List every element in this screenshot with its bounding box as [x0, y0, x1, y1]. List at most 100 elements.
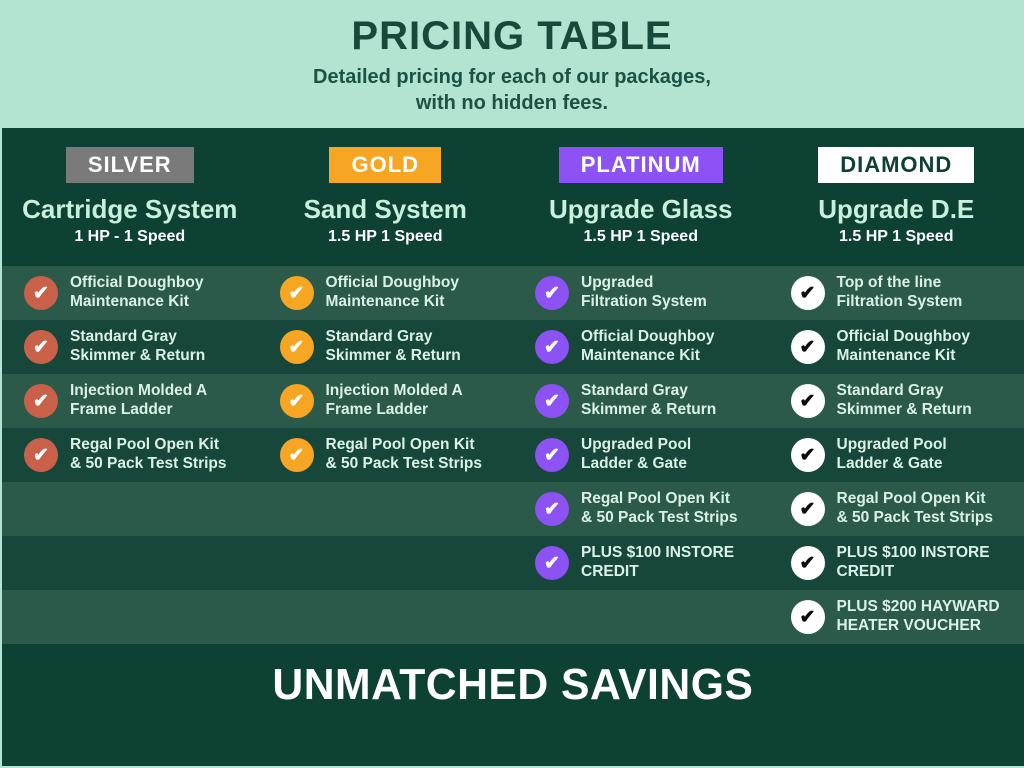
feature-label: PLUS $100 INSTORE CREDIT: [836, 544, 990, 580]
feature-cell-diamond: ✔ Upgraded Pool Ladder & Gate: [769, 428, 1024, 482]
feature-cell-silver-empty: [2, 590, 258, 644]
feature-cell-gold-empty: [258, 590, 514, 644]
tier-title: Upgrade D.E: [818, 194, 975, 225]
feature-cell-diamond: ✔ PLUS $200 HAYWARD HEATER VOUCHER: [769, 590, 1024, 644]
check-icon: ✔: [790, 384, 825, 418]
feature-label: PLUS $100 INSTORE CREDIT: [581, 544, 735, 580]
tier-subtitle: 1.5 HP 1 Speed: [583, 228, 698, 246]
feature-cell-gold-empty: [258, 482, 514, 536]
feature-label: Regal Pool Open Kit & 50 Pack Test Strip…: [836, 490, 994, 526]
feature-row: ✔ PLUS $100 INSTORE CREDIT ✔ PLUS $100 I…: [2, 536, 1024, 590]
feature-cell-platinum: ✔ Upgraded Filtration System: [513, 266, 769, 320]
feature-label: Official Doughboy Maintenance Kit: [70, 274, 204, 310]
check-icon: ✔: [790, 276, 825, 310]
tier-column-header-platinum: PLATINUM Upgrade Glass 1.5 HP 1 Speed: [513, 147, 769, 266]
check-icon: ✔: [790, 330, 825, 364]
tier-header-row: SILVER Cartridge System 1 HP - 1 Speed G…: [2, 128, 1024, 266]
feature-cell-platinum: ✔ Official Doughboy Maintenance Kit: [513, 320, 769, 374]
feature-row: ✔ Regal Pool Open Kit & 50 Pack Test Str…: [2, 428, 1024, 482]
feature-cell-silver: ✔ Regal Pool Open Kit & 50 Pack Test Str…: [2, 428, 258, 482]
check-icon: ✔: [24, 330, 58, 364]
check-icon: ✔: [790, 492, 825, 526]
feature-label: Upgraded Pool Ladder & Gate: [836, 436, 947, 472]
check-icon: ✔: [24, 438, 58, 472]
feature-label: Standard Gray Skimmer & Return: [70, 328, 206, 364]
page-header: PRICING TABLE Detailed pricing for each …: [0, 0, 1024, 128]
tier-subtitle: 1.5 HP 1 Speed: [839, 228, 954, 246]
page-title: PRICING TABLE: [351, 14, 673, 58]
tier-subtitle: 1 HP - 1 Speed: [74, 228, 186, 246]
feature-cell-diamond: ✔ PLUS $100 INSTORE CREDIT: [769, 536, 1024, 590]
tier-badge-platinum: PLATINUM: [558, 147, 723, 184]
check-icon: ✔: [790, 600, 825, 634]
feature-cell-silver-empty: [2, 482, 258, 536]
tier-badge-gold: GOLD: [329, 147, 442, 184]
check-icon: ✔: [535, 546, 569, 580]
feature-label: Official Doughboy Maintenance Kit: [581, 328, 715, 364]
check-icon: ✔: [24, 384, 58, 418]
check-icon: ✔: [535, 438, 569, 472]
check-icon: ✔: [24, 276, 58, 310]
check-icon: ✔: [279, 384, 314, 418]
feature-label: Injection Molded A Frame Ladder: [70, 382, 208, 418]
feature-cell-platinum: ✔ PLUS $100 INSTORE CREDIT: [513, 536, 769, 590]
feature-cell-gold: ✔ Standard Gray Skimmer & Return: [258, 320, 514, 374]
feature-label: Regal Pool Open Kit & 50 Pack Test Strip…: [581, 490, 738, 526]
feature-cell-gold: ✔ Injection Molded A Frame Ladder: [258, 374, 514, 428]
feature-cell-silver: ✔ Official Doughboy Maintenance Kit: [2, 266, 258, 320]
tier-badge-silver: SILVER: [65, 147, 194, 184]
check-icon: ✔: [279, 276, 314, 310]
footer-title: UNMATCHED SAVINGS: [272, 660, 754, 709]
footer-banner: UNMATCHED SAVINGS: [2, 644, 1024, 768]
feature-cell-platinum-empty: [513, 590, 769, 644]
check-icon: ✔: [535, 276, 569, 310]
check-icon: ✔: [790, 546, 825, 580]
tier-column-header-diamond: DIAMOND Upgrade D.E 1.5 HP 1 Speed: [769, 147, 1024, 266]
tier-title: Cartridge System: [22, 194, 238, 225]
feature-label: Official Doughboy Maintenance Kit: [325, 274, 459, 310]
feature-cell-platinum: ✔ Upgraded Pool Ladder & Gate: [513, 428, 769, 482]
feature-cell-gold-empty: [258, 536, 514, 590]
feature-label: Standard Gray Skimmer & Return: [325, 328, 461, 364]
feature-label: Injection Molded A Frame Ladder: [325, 382, 463, 418]
feature-label: Standard Gray Skimmer & Return: [836, 382, 972, 418]
feature-cell-platinum: ✔ Standard Gray Skimmer & Return: [513, 374, 769, 428]
pricing-panel: SILVER Cartridge System 1 HP - 1 Speed G…: [0, 128, 1024, 768]
feature-cell-diamond: ✔ Top of the line Filtration System: [769, 266, 1024, 320]
feature-cell-silver: ✔ Standard Gray Skimmer & Return: [2, 320, 258, 374]
feature-label: PLUS $200 HAYWARD HEATER VOUCHER: [836, 598, 1000, 634]
feature-row: ✔ Injection Molded A Frame Ladder ✔ Inje…: [2, 374, 1024, 428]
check-icon: ✔: [279, 438, 314, 472]
feature-row: ✔ Regal Pool Open Kit & 50 Pack Test Str…: [2, 482, 1024, 536]
feature-row: ✔ PLUS $200 HAYWARD HEATER VOUCHER: [2, 590, 1024, 644]
feature-cell-gold: ✔ Regal Pool Open Kit & 50 Pack Test Str…: [258, 428, 514, 482]
feature-label: Standard Gray Skimmer & Return: [581, 382, 717, 418]
check-icon: ✔: [279, 330, 314, 364]
feature-label: Regal Pool Open Kit & 50 Pack Test Strip…: [325, 436, 483, 472]
feature-row: ✔ Official Doughboy Maintenance Kit ✔ Of…: [2, 266, 1024, 320]
page-subtitle: Detailed pricing for each of our package…: [313, 66, 711, 114]
feature-cell-silver-empty: [2, 536, 258, 590]
feature-cell-diamond: ✔ Official Doughboy Maintenance Kit: [769, 320, 1024, 374]
feature-label: Upgraded Filtration System: [581, 274, 707, 310]
tier-badge-diamond: DIAMOND: [818, 147, 975, 184]
check-icon: ✔: [535, 492, 569, 526]
feature-cell-diamond: ✔ Regal Pool Open Kit & 50 Pack Test Str…: [769, 482, 1024, 536]
feature-cell-diamond: ✔ Standard Gray Skimmer & Return: [769, 374, 1024, 428]
feature-cell-silver: ✔ Injection Molded A Frame Ladder: [2, 374, 258, 428]
feature-label: Top of the line Filtration System: [836, 274, 963, 310]
feature-row: ✔ Standard Gray Skimmer & Return ✔ Stand…: [2, 320, 1024, 374]
feature-label: Upgraded Pool Ladder & Gate: [581, 436, 692, 472]
tier-subtitle: 1.5 HP 1 Speed: [328, 228, 443, 246]
feature-cell-gold: ✔ Official Doughboy Maintenance Kit: [258, 266, 514, 320]
feature-cell-platinum: ✔ Regal Pool Open Kit & 50 Pack Test Str…: [513, 482, 769, 536]
check-icon: ✔: [535, 330, 569, 364]
tier-column-header-silver: SILVER Cartridge System 1 HP - 1 Speed: [2, 147, 258, 266]
tier-column-header-gold: GOLD Sand System 1.5 HP 1 Speed: [258, 147, 514, 266]
tier-title: Upgrade Glass: [548, 194, 733, 225]
feature-label: Official Doughboy Maintenance Kit: [836, 328, 970, 364]
check-icon: ✔: [535, 384, 569, 418]
check-icon: ✔: [790, 438, 825, 472]
feature-label: Regal Pool Open Kit & 50 Pack Test Strip…: [70, 436, 227, 472]
